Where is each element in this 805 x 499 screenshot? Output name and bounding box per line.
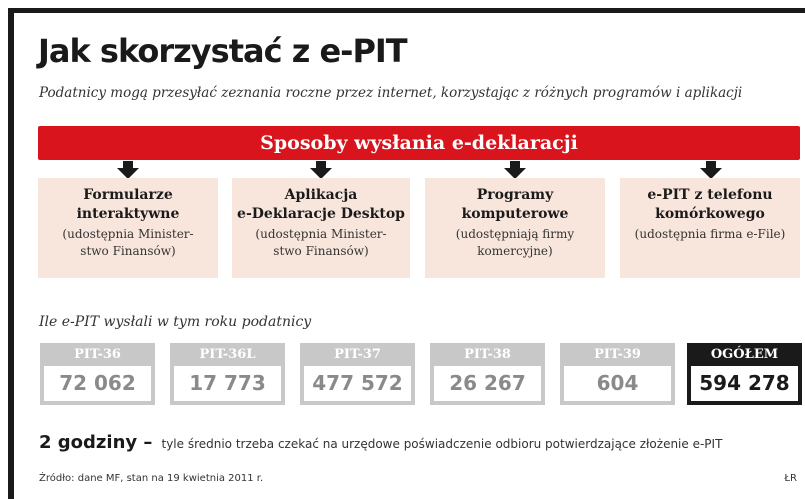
method-box-mobile: e-PIT z telefonu komórkowego (udostępnia… [620, 178, 800, 278]
infographic-title: Jak skorzystać z e-PIT [38, 32, 408, 70]
method-title: Programy komputerowe [461, 187, 569, 222]
stat-total: OGÓŁEM 594 278 [687, 343, 802, 405]
stat-label: PIT-37 [300, 343, 415, 366]
method-provider: (udostępnia firma e-File) [634, 227, 786, 241]
note-highlight: 2 godziny – [39, 432, 153, 453]
method-box-forms: Formularze interaktywne (udostępnia Mini… [38, 178, 218, 278]
method-provider: (udostępnia Minister- stwo Finansów) [255, 227, 387, 258]
stat-value: 17 773 [170, 366, 285, 405]
method-box-desktop: Aplikacja e-Deklaracje Desktop (udostępn… [232, 178, 410, 278]
stat-value: 604 [560, 366, 675, 405]
frame-left-rule [8, 8, 14, 499]
method-title: Aplikacja e-Deklaracje Desktop [237, 187, 405, 222]
stat-pit-39: PIT-39 604 [560, 343, 675, 405]
stat-value: 477 572 [300, 366, 415, 405]
source-note: Źródło: dane MF, stan na 19 kwietnia 201… [39, 473, 264, 484]
stat-pit-36: PIT-36 72 062 [40, 343, 155, 405]
author-credit: ŁR [784, 473, 797, 484]
stat-label: PIT-39 [560, 343, 675, 366]
stat-value: 26 267 [430, 366, 545, 405]
stat-pit-36l: PIT-36L 17 773 [170, 343, 285, 405]
stat-pit-37: PIT-37 477 572 [300, 343, 415, 405]
frame-top-rule [8, 8, 805, 13]
infographic-subtitle: Podatnicy mogą przesyłać zeznania roczne… [39, 85, 743, 101]
method-title: Formularze interaktywne [76, 187, 180, 222]
method-box-software: Programy komputerowe (udostępniają firmy… [425, 178, 605, 278]
method-provider: (udostępniają firmy komercyjne) [455, 227, 575, 258]
stat-value: 72 062 [40, 366, 155, 405]
methods-banner: Sposoby wysłania e-deklaracji [38, 126, 800, 160]
stat-label: PIT-38 [430, 343, 545, 366]
stats-heading: Ile e-PIT wysłali w tym roku podatnicy [39, 314, 312, 330]
stat-pit-38: PIT-38 26 267 [430, 343, 545, 405]
method-provider: (udostępnia Minister- stwo Finansów) [62, 227, 194, 258]
stat-label: PIT-36L [170, 343, 285, 366]
waiting-time-note: 2 godziny – tyle średnio trzeba czekać n… [39, 432, 722, 453]
stat-label: OGÓŁEM [687, 343, 802, 366]
stat-value: 594 278 [687, 366, 802, 405]
method-title: e-PIT z telefonu komórkowego [647, 187, 773, 222]
note-text: tyle średnio trzeba czekać na urzędowe p… [161, 437, 723, 451]
stat-label: PIT-36 [40, 343, 155, 366]
